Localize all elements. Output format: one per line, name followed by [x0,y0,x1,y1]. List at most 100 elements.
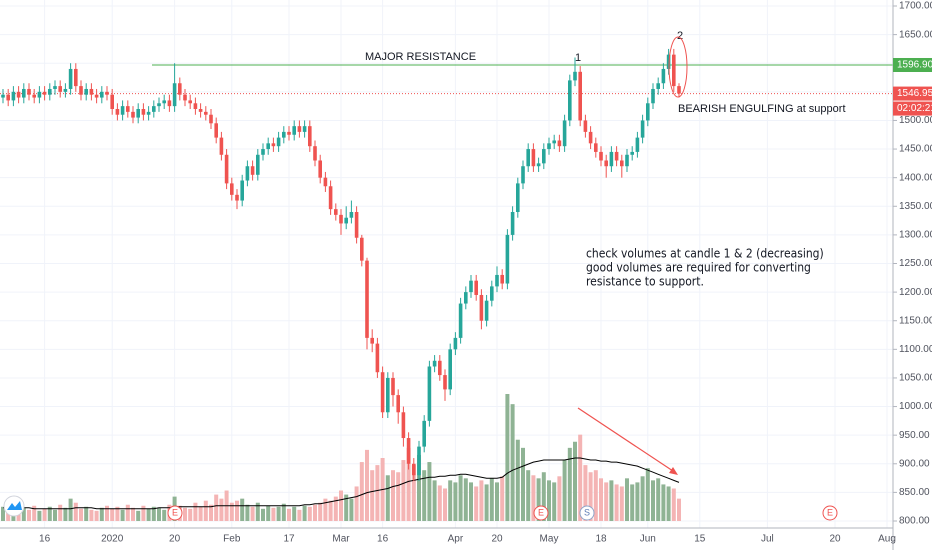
volume [1,394,681,521]
volume-bar [240,498,245,521]
candle-body [391,377,395,396]
candle-body [74,68,78,87]
volume-bar [458,475,463,521]
y-tick-label: 1700.00 [899,1,932,12]
candle-body [380,372,385,413]
volume-bar [89,509,94,521]
arrow [577,407,677,474]
candle-body [68,68,73,89]
candle-body [131,111,135,118]
candle-body [464,292,468,304]
candle-body [84,88,88,95]
candle-body [53,86,57,89]
price-labels: 1596.90 1546.95 02:02:21 [893,57,932,116]
logo[interactable] [3,495,25,517]
candle-body [427,366,432,421]
volume-bar [573,441,577,521]
volume-bar [385,475,390,521]
volume-bar [323,498,328,521]
volume-bar [235,500,239,521]
candle-body [167,100,172,107]
volume-bar [313,504,317,521]
volume-bar [120,509,125,521]
volume-bar [604,482,609,521]
event-label: E [538,507,544,517]
volume-bar [105,505,109,521]
volume-bar [495,482,499,521]
candle-body [126,106,130,112]
candle-body [188,100,192,104]
event-marker[interactable]: E [822,505,838,521]
candle-body [282,131,286,138]
candle-body [323,177,328,187]
candle-body [27,88,31,95]
x-tick-label: 16 [377,534,389,545]
volume-bar [661,484,666,521]
candle-body [16,91,21,98]
candle-body [219,137,224,155]
arrow-head [669,467,678,475]
candle-body [557,140,562,147]
candle-body [495,274,499,287]
candle-body [583,120,588,132]
candle-body [651,88,655,104]
x-tick-label: 15 [694,534,706,545]
candle-body [48,88,52,95]
candle-body [334,209,338,215]
volume-bar [437,485,442,521]
volume-bar [302,505,307,521]
volume-bar [677,498,681,521]
volume-bar [453,482,458,521]
candle-body [297,126,302,132]
volume-bar [427,462,432,521]
candle-body [240,180,244,201]
candle-body [89,88,94,95]
x-tick-label: May [540,534,559,545]
candle-body [375,343,380,373]
volume-bar [297,509,302,521]
x-tick-label: Jun [640,534,656,545]
candle-body [271,143,276,147]
volume-bar [344,494,349,521]
volume-bar [671,488,676,521]
volume-bar [287,508,291,521]
y-tick-label: 1250.00 [899,258,932,269]
candle-body [235,194,239,201]
event-marker[interactable]: E [533,505,549,521]
volume-bar [651,480,655,521]
volume-bar [505,394,510,521]
price-label-box [893,57,932,72]
candle-body [37,91,42,98]
candle-body [666,54,671,69]
candle-body [635,137,640,152]
candle-body [318,160,322,178]
volume-bar [68,498,73,521]
candle-body [401,412,406,439]
volume-bar [510,404,515,521]
event-marker[interactable]: S [579,505,595,521]
note-line: check volumes at candle 1 & 2 (decreasin… [586,247,824,261]
y-tick-label: 800.00 [899,516,930,527]
candle-body [521,166,525,184]
volume-bar [557,476,562,521]
price-lines [0,64,893,95]
candle-body [490,286,494,301]
candle-body [573,71,577,81]
volume-bar [526,470,531,521]
volume-bar [16,511,21,521]
volume-bar [500,476,505,521]
volume-bar [562,460,567,521]
volume-bar [541,472,546,521]
volume-bar [443,488,447,521]
volume-bar [37,510,42,521]
candle-body [94,94,99,98]
candle-body [406,438,411,464]
note-line: good volumes are required for converting [586,261,811,275]
candle-body [162,100,166,104]
volume-bar [645,468,650,521]
candle-body [172,83,177,107]
candle-body [349,212,354,218]
candle-body [276,137,281,147]
event-marker[interactable]: E [167,505,183,521]
candle-body [115,109,120,115]
